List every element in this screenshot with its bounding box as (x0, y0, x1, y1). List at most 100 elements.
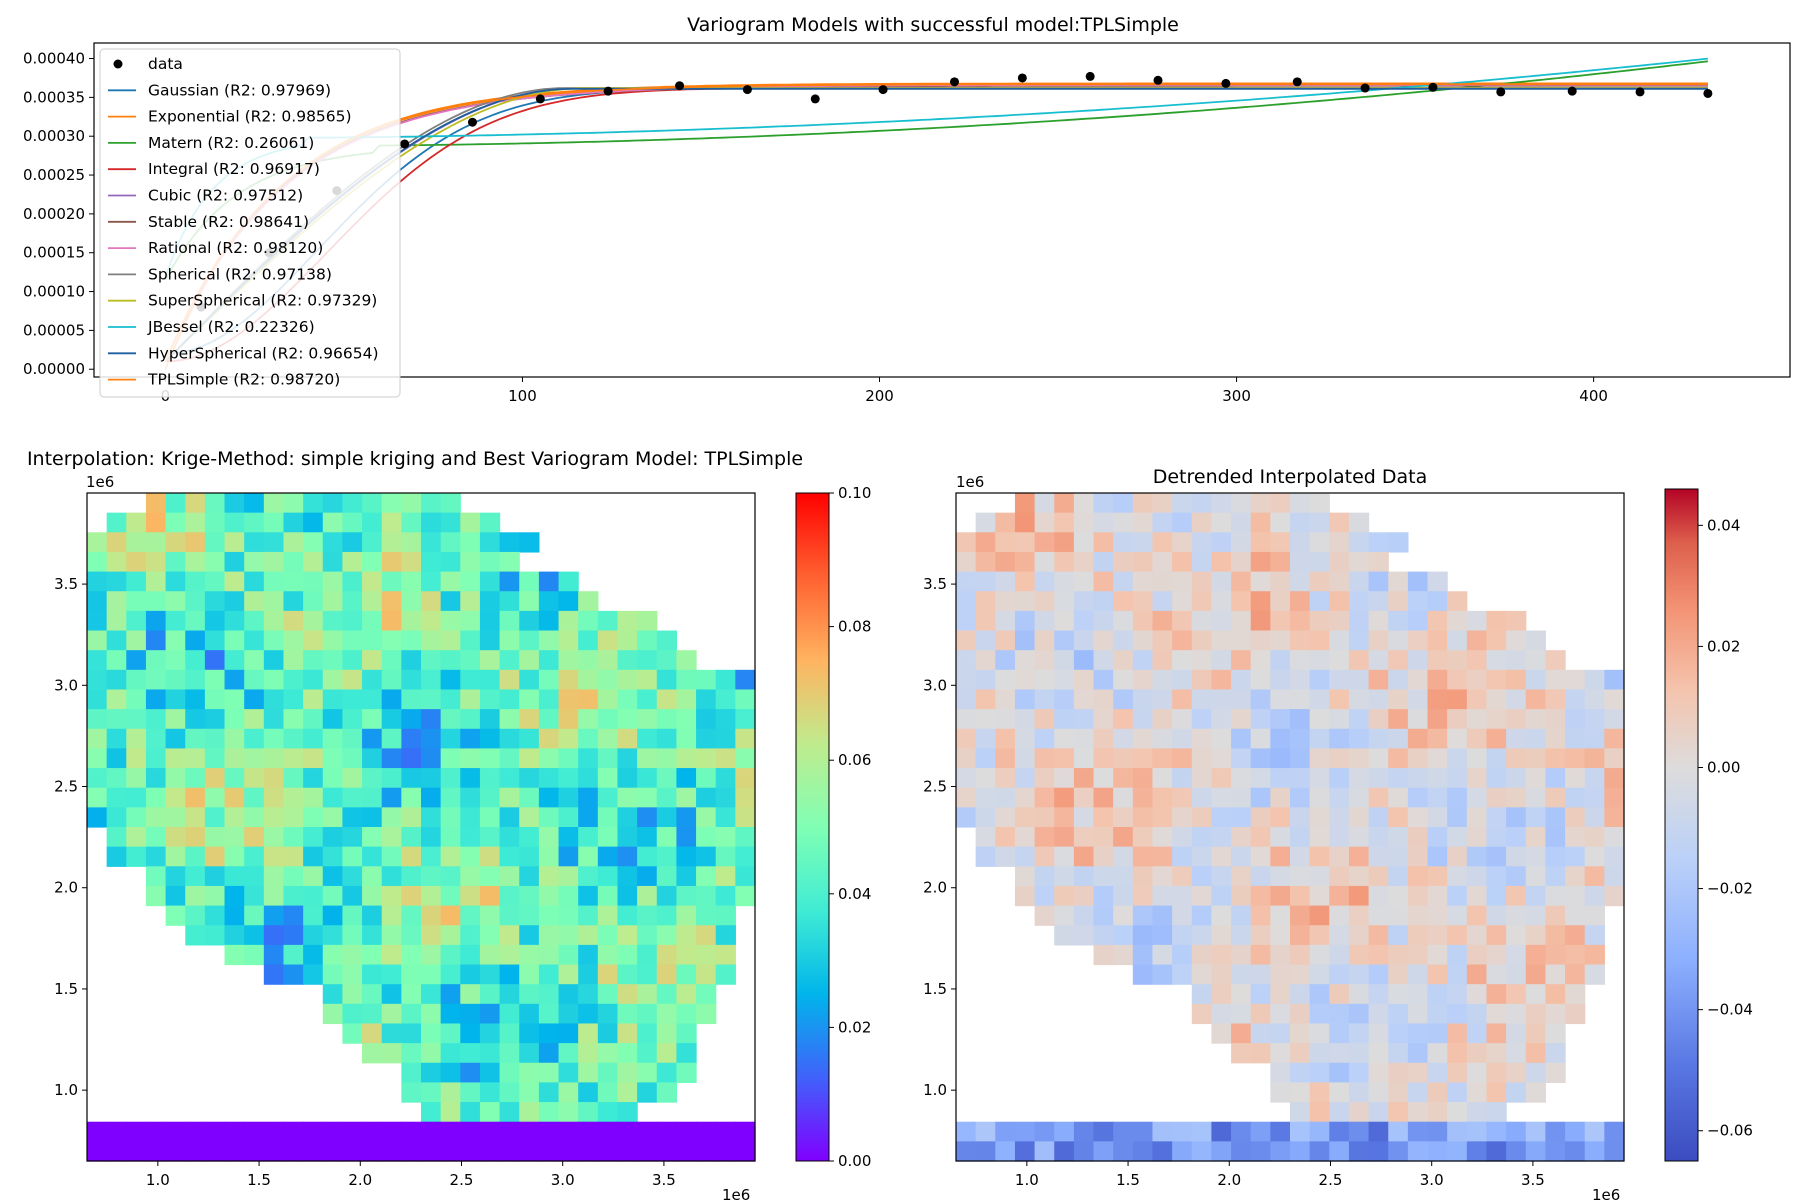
heatmap-cell (975, 591, 996, 612)
heatmap-cell (1565, 689, 1586, 710)
heatmap-cell (303, 1121, 324, 1142)
heatmap-cell (597, 709, 619, 730)
heatmap-cell (1073, 1141, 1095, 1162)
heatmap-cell (1427, 964, 1448, 985)
heatmap-cell (1034, 748, 1055, 769)
y-tick-label: 0.00005 (23, 321, 85, 339)
heatmap-cell (1368, 650, 1389, 671)
right-y-offset: 1e6 (956, 473, 984, 491)
heatmap-cell (440, 709, 461, 730)
heatmap-cell (126, 551, 147, 573)
heatmap-cell (1427, 944, 1448, 966)
heatmap-cell (499, 1121, 520, 1142)
heatmap-cell (283, 493, 304, 514)
data-point (1496, 87, 1506, 97)
heatmap-cell (1427, 925, 1448, 946)
heatmap-cell (440, 1043, 461, 1064)
heatmap-cell (1447, 1003, 1468, 1025)
heatmap-cell (440, 551, 461, 573)
heatmap-cell (165, 709, 186, 730)
heatmap-cell (1329, 768, 1350, 789)
heatmap-cell (421, 689, 442, 710)
heatmap-cell (1545, 1003, 1566, 1025)
kriging-colorbar-ticks: 0.000.020.040.060.080.10 (829, 484, 871, 1170)
heatmap-cell (1132, 748, 1154, 769)
heatmap-cell (145, 728, 167, 750)
heatmap-cell (401, 1043, 422, 1064)
heatmap-cell (1132, 493, 1154, 514)
heatmap-cell (283, 591, 304, 612)
heatmap-cell (1231, 807, 1252, 828)
heatmap-cell (1329, 689, 1350, 710)
heatmap-cell (696, 709, 717, 730)
heatmap-cell (1545, 827, 1566, 848)
heatmap-cell (578, 846, 599, 867)
heatmap-cell (1427, 728, 1448, 750)
heatmap-cell (676, 748, 697, 769)
heatmap-cell (1584, 905, 1605, 926)
heatmap-cell (204, 846, 226, 867)
heatmap-cell (499, 650, 520, 671)
heatmap-cell (597, 944, 619, 966)
heatmap-cell (1348, 944, 1370, 966)
heatmap-cell (1329, 807, 1350, 828)
heatmap-cell (1211, 964, 1232, 985)
heatmap-cell (995, 748, 1016, 769)
heatmap-cell (1290, 1062, 1311, 1084)
x-tick-label: 2.0 (1217, 1171, 1241, 1189)
heatmap-cell (538, 610, 560, 632)
heatmap-cell (421, 1003, 442, 1025)
heatmap-cell (1466, 610, 1488, 632)
heatmap-cell (1290, 1141, 1311, 1162)
heatmap-cell (303, 512, 324, 533)
heatmap-cell (1447, 728, 1468, 750)
heatmap-cell (656, 846, 678, 867)
heatmap-cell (1172, 610, 1193, 632)
heatmap-cell (322, 571, 344, 592)
heatmap-cell (1093, 885, 1114, 907)
heatmap-cell (362, 571, 383, 592)
heatmap-cell (1191, 768, 1213, 789)
heatmap-cell (995, 650, 1016, 671)
colorbar-tick-label: 0.06 (838, 751, 871, 769)
heatmap-cell (1054, 787, 1075, 808)
heatmap-cell (519, 689, 540, 710)
heatmap-cell (558, 787, 579, 808)
heatmap-cell (975, 827, 996, 848)
heatmap-cell (1368, 630, 1389, 651)
heatmap-cell (617, 827, 638, 848)
heatmap-cell (715, 964, 736, 985)
heatmap-cell (322, 984, 344, 1005)
heatmap-cell (1073, 1121, 1095, 1142)
heatmap-cell (362, 827, 383, 848)
heatmap-cell (145, 709, 167, 730)
heatmap-cell (1545, 728, 1566, 750)
heatmap-cell (538, 846, 560, 867)
heatmap-cell (1565, 1003, 1586, 1025)
heatmap-cell (1113, 885, 1134, 907)
heatmap-cell (1073, 532, 1095, 553)
heatmap-cell (322, 689, 344, 710)
heatmap-cell (538, 650, 560, 671)
heatmap-cell (479, 964, 501, 985)
heatmap-cell (1034, 571, 1055, 592)
heatmap-cell (1447, 846, 1468, 867)
heatmap-cell (1250, 610, 1271, 632)
heatmap-cell (975, 512, 996, 533)
heatmap-cell (1054, 905, 1075, 926)
heatmap-cell (421, 591, 442, 612)
heatmap-cell (1447, 1121, 1468, 1142)
heatmap-cell (1073, 905, 1095, 926)
heatmap-cell (1309, 827, 1330, 848)
heatmap-cell (1014, 571, 1036, 592)
heatmap-cell (204, 551, 226, 573)
heatmap-cell (1368, 689, 1389, 710)
heatmap-cell (362, 964, 383, 985)
heatmap-cell (1525, 689, 1547, 710)
heatmap-cell (1093, 787, 1114, 808)
heatmap-cell (283, 964, 304, 985)
heatmap-cell (479, 866, 501, 887)
heatmap-cell (538, 728, 560, 750)
